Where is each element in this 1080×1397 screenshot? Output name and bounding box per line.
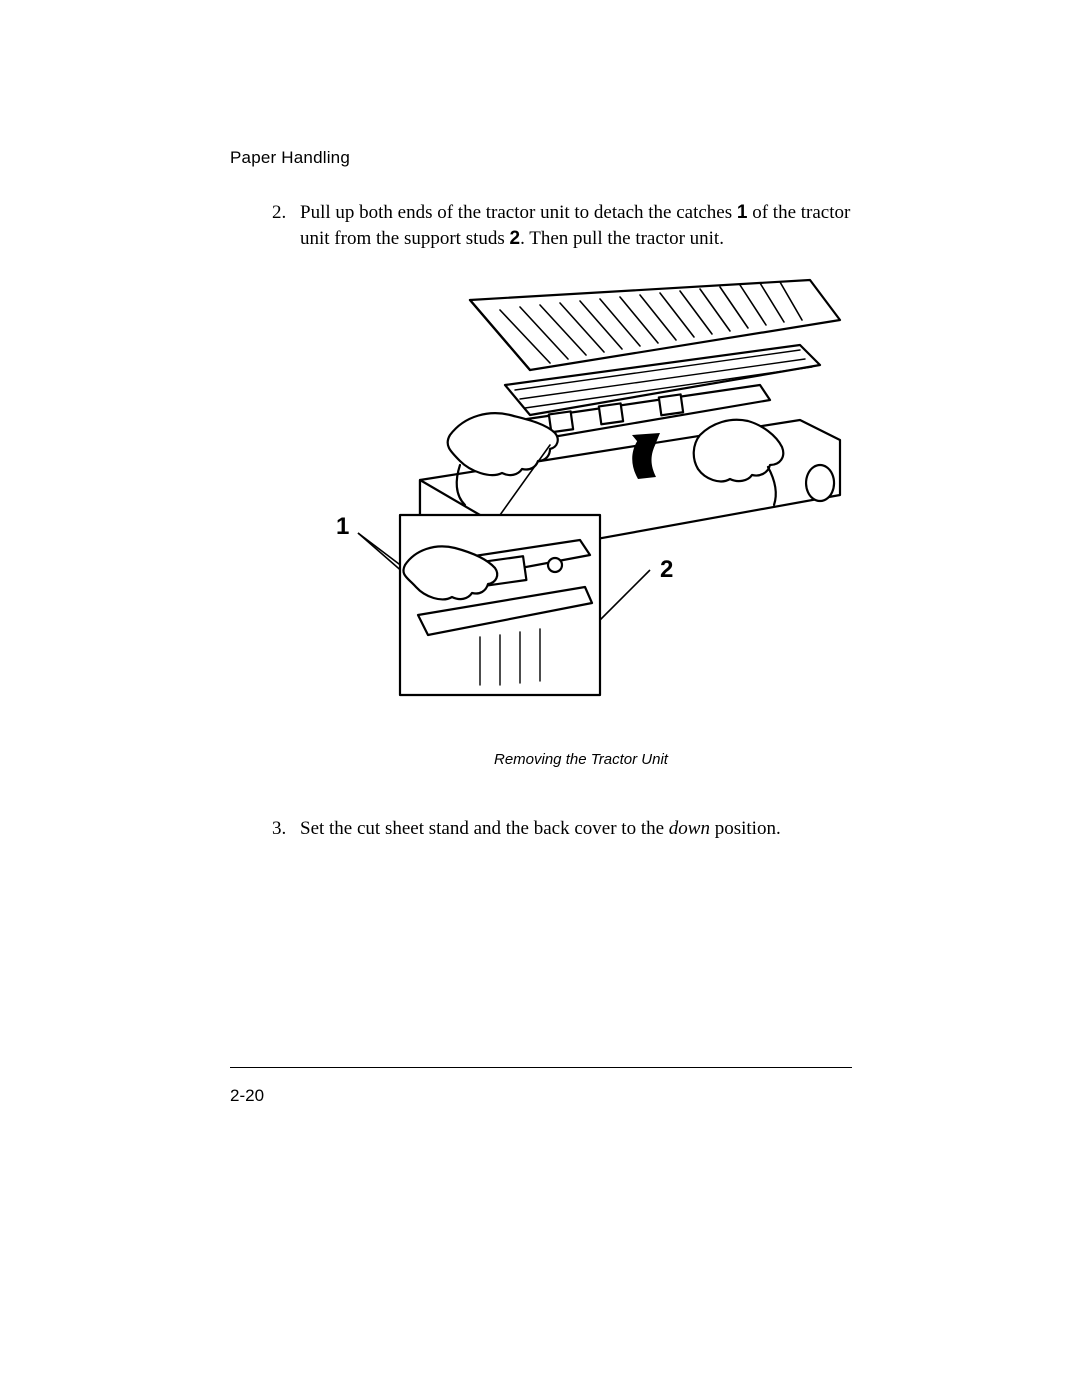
footer-rule <box>230 1067 852 1068</box>
running-head: Paper Handling <box>230 148 350 168</box>
step-2: 2. Pull up both ends of the tractor unit… <box>300 200 880 251</box>
page-number: 2-20 <box>230 1086 264 1106</box>
step-3-em: down <box>669 818 710 839</box>
figure-callout-1: 1 <box>336 513 349 541</box>
step-3-text-b: position. <box>710 818 781 839</box>
step-3: 3. Set the cut sheet stand and the back … <box>300 816 880 842</box>
step-2-ref-2: 2 <box>510 228 521 249</box>
step-2-text-a: Pull up both ends of the tractor unit to… <box>300 202 737 223</box>
step-3-number: 3. <box>272 816 286 842</box>
step-2-text-c: . Then pull the tractor unit. <box>520 228 724 249</box>
step-2-number: 2. <box>272 200 286 226</box>
step-2-ref-1: 1 <box>737 202 748 223</box>
figure-callout-2: 2 <box>660 556 673 584</box>
figure-caption: Removing the Tractor Unit <box>494 751 668 768</box>
step-3-text-a: Set the cut sheet stand and the back cov… <box>300 818 669 839</box>
figure-tractor-unit <box>300 265 860 715</box>
page: Paper Handling 2. Pull up both ends of t… <box>0 0 1080 1397</box>
